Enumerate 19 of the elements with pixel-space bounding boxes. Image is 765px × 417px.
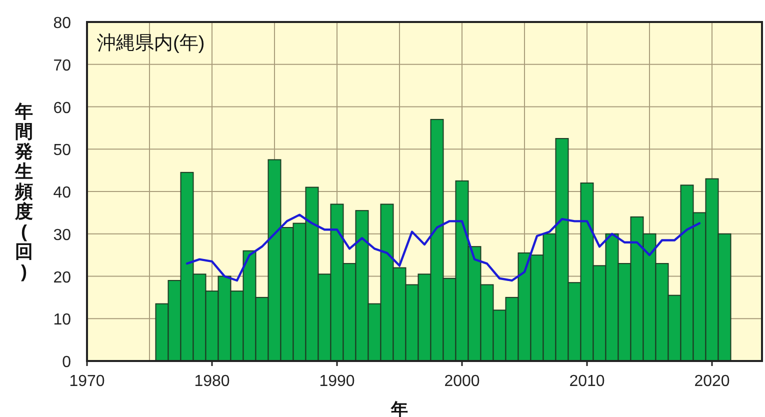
y-tick-label: 70	[53, 57, 72, 74]
y-tick-label: 20	[53, 269, 72, 286]
y-tick-label: 0	[62, 354, 72, 371]
text: 沖縄県内(年)	[97, 33, 205, 54]
y-tick-label: 40	[53, 184, 72, 202]
x-tick-label: 1970	[69, 373, 105, 390]
x-tick-label: 1990	[319, 373, 355, 390]
y-tick-label: 60	[53, 100, 72, 117]
x-tick-label: 2000	[444, 373, 480, 390]
x-axis-title: 年	[390, 400, 408, 417]
text: 年間発生頻度(回)	[15, 102, 33, 282]
x-tick-label: 2020	[694, 373, 730, 390]
x-tick-label: 2010	[569, 373, 605, 390]
y-tick-label: 10	[53, 312, 72, 329]
x-tick-label: 1980	[194, 373, 230, 390]
y-tick-label: 50	[53, 142, 72, 160]
y-tick-label: 80	[53, 15, 72, 32]
line-series	[186, 214, 701, 282]
y-tick-label: 30	[53, 226, 72, 244]
